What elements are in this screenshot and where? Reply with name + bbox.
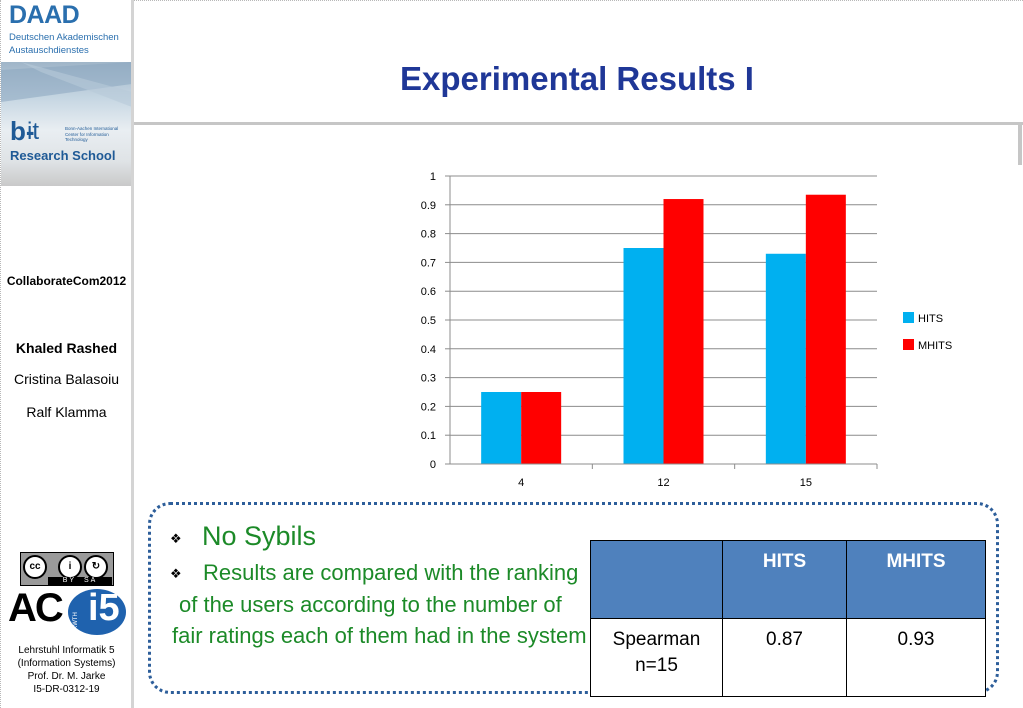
table-row: Spearman n=15 0.87 0.93 <box>590 618 986 697</box>
y-tick-label: 0.6 <box>421 286 436 298</box>
row-label-n: n=15 <box>635 655 678 676</box>
bit-logo-caption: Bonn-Aachen International Center for Inf… <box>65 126 119 142</box>
y-tick-label: 1 <box>430 171 436 183</box>
legend-label-mhits: MHITS <box>918 340 952 352</box>
bit-logo-it: it <box>27 118 39 145</box>
y-tick-label: 0.5 <box>421 315 436 327</box>
sa-icon: ↻ <box>84 555 108 579</box>
daad-subtitle-1: Deutschen Akademischen <box>9 32 119 43</box>
author-2: Cristina Balasoiu <box>13 371 120 387</box>
footer-doc-id: I5-DR-0312-19 <box>33 684 100 695</box>
bar-hits-15 <box>765 253 806 464</box>
i5-logo-icon <box>68 589 126 635</box>
footer-professor: Prof. Dr. M. Jarke <box>27 671 106 682</box>
diamond-bullet-icon: ❖ <box>170 566 182 581</box>
cc-by-label: BY <box>62 577 77 584</box>
y-tick-label: 0.7 <box>421 257 436 269</box>
daad-subtitle-2: Austauschdienstes <box>9 45 89 56</box>
notes-box <box>148 502 999 694</box>
table-header-mhits: MHITS <box>846 540 986 619</box>
bar-mhits-15 <box>805 194 846 464</box>
diamond-bullet-icon: ❖ <box>170 531 182 546</box>
sidebar-divider <box>131 0 134 708</box>
by-icon: i <box>58 555 82 579</box>
conference-name: CollaborateCom2012 <box>6 274 127 288</box>
y-tick-label: 0.3 <box>421 373 436 385</box>
footer-chair: Lehrstuhl Informatik 5 <box>18 645 115 656</box>
y-tick-label: 0.8 <box>421 229 436 241</box>
results-table: HITS MHITS Spearman n=15 0.87 0.93 <box>590 540 986 697</box>
x-tick-label: 4 <box>518 477 524 489</box>
y-tick-label: 0.2 <box>421 401 436 413</box>
rwth-label: RWTH <box>73 612 79 630</box>
sidebar: DAAD Deutschen Akademischen Austauschdie… <box>0 0 132 708</box>
table-header-hits: HITS <box>722 540 847 619</box>
bar-chart: 0 0.1 0.2 0.3 0.4 0.5 0.6 0.7 0.8 0.9 1 4 12 15 HITS MH… <box>421 171 953 489</box>
table-header-empty <box>590 540 723 619</box>
daad-logo: DAAD Deutschen Akademischen Austauschdie… <box>1 0 132 62</box>
bar-mhits-12 <box>663 199 704 464</box>
table-cell-mhits: 0.93 <box>846 618 986 697</box>
i5-logo-text: i5 <box>88 587 120 629</box>
x-tick-label: 12 <box>657 477 669 489</box>
footer-group: (Information Systems) <box>17 658 116 669</box>
bit-logo-b: b- <box>10 116 35 146</box>
acis-logo-text: AC <box>8 586 64 630</box>
y-tick-label: 0.1 <box>421 430 436 442</box>
sky-background-icon <box>1 62 132 107</box>
table-row-label: Spearman n=15 <box>590 618 723 697</box>
bar-hits-4 <box>481 392 522 464</box>
right-edge-mark <box>1018 125 1022 165</box>
author-1: Khaled Rashed <box>15 340 118 356</box>
x-tick-label: 15 <box>800 477 812 489</box>
bullet-no-sybils: No Sybils <box>202 521 317 551</box>
creative-commons-icon: cc i ↻ BY SA <box>20 552 114 586</box>
legend-label-hits: HITS <box>918 313 943 325</box>
title-divider <box>134 122 1023 125</box>
bullet-results-line3: fair ratings each of them had in the sys… <box>172 623 587 648</box>
bar-hits-12 <box>623 248 664 464</box>
bar-mhits-4 <box>521 392 562 464</box>
row-label-spearman: Spearman <box>612 629 701 650</box>
daad-title: DAAD <box>9 1 80 29</box>
bit-research-school: Research School <box>10 148 116 163</box>
author-3: Ralf Klamma <box>26 404 107 420</box>
y-tick-label: 0.9 <box>421 200 436 212</box>
y-tick-label: 0.4 <box>421 344 436 356</box>
legend-swatch-hits <box>903 312 914 323</box>
bullet-results-line2: of the users according to the number of <box>179 592 562 617</box>
cc-icon: cc <box>23 555 47 579</box>
table-header-row: HITS MHITS <box>590 540 986 619</box>
frame-top-border <box>0 0 1023 2</box>
table-cell-hits: 0.87 <box>722 618 847 697</box>
cc-license-strip: BY SA <box>48 577 112 585</box>
bullet-results-line1: Results are compared with the ranking <box>203 560 579 585</box>
cc-sa-label: SA <box>83 577 98 584</box>
y-tick-label: 0 <box>430 459 436 471</box>
bit-logo: b- it Bonn-Aachen International Center f… <box>1 62 132 186</box>
slide-title: Experimental Results I <box>400 60 754 97</box>
legend-swatch-mhits <box>903 339 914 350</box>
